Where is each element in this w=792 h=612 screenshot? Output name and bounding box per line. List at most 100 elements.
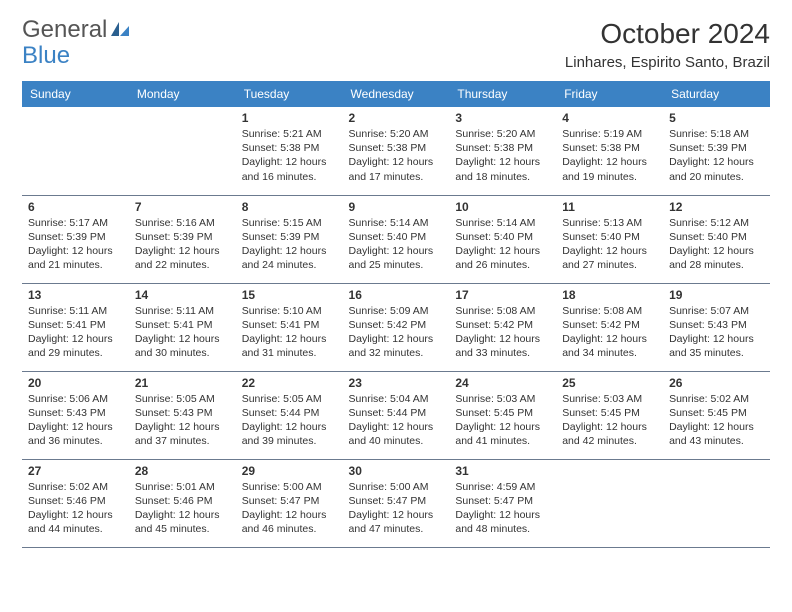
day-number: 19 (669, 288, 764, 302)
calendar-day-cell: 17 Sunrise: 5:08 AMSunset: 5:42 PMDayligh… (449, 283, 556, 371)
day-number: 20 (28, 376, 123, 390)
calendar-body: 1 Sunrise: 5:21 AMSunset: 5:38 PMDaylight… (22, 107, 770, 547)
day-number: 27 (28, 464, 123, 478)
day-number: 10 (455, 200, 550, 214)
calendar-day-cell: 14 Sunrise: 5:11 AMSunset: 5:41 PMDayligh… (129, 283, 236, 371)
day-number: 5 (669, 111, 764, 125)
day-number: 22 (242, 376, 337, 390)
day-number: 21 (135, 376, 230, 390)
calendar-day-cell: 12 Sunrise: 5:12 AMSunset: 5:40 PMDayligh… (663, 195, 770, 283)
calendar-day-cell: 31Sunrise: 4:59 AMSunset: 5:47 PMDayligh… (449, 459, 556, 547)
day-number: 4 (562, 111, 657, 125)
calendar-table: SundayMondayTuesdayWednesdayThursdayFrid… (22, 81, 770, 548)
calendar-empty-cell (129, 107, 236, 195)
calendar-week-row: 27 Sunrise: 5:02 AMSunset: 5:46 PMDayligh… (22, 459, 770, 547)
weekday-header-row: SundayMondayTuesdayWednesdayThursdayFrid… (22, 81, 770, 107)
calendar-week-row: 6 Sunrise: 5:17 AMSunset: 5:39 PMDaylight… (22, 195, 770, 283)
day-number: 8 (242, 200, 337, 214)
calendar-empty-cell (22, 107, 129, 195)
weekday-header: Wednesday (343, 81, 450, 107)
day-number: 6 (28, 200, 123, 214)
brand-part2: Blue (22, 42, 70, 69)
calendar-day-cell: 28 Sunrise: 5:01 AMSunset: 5:46 PMDayligh… (129, 459, 236, 547)
day-number: 14 (135, 288, 230, 302)
calendar-day-cell: 1 Sunrise: 5:21 AMSunset: 5:38 PMDaylight… (236, 107, 343, 195)
calendar-day-cell: 19Sunrise: 5:07 AMSunset: 5:43 PMDayligh… (663, 283, 770, 371)
day-number: 15 (242, 288, 337, 302)
day-number: 17 (455, 288, 550, 302)
day-number: 1 (242, 111, 337, 125)
day-number: 11 (562, 200, 657, 214)
day-info: Sunrise: 5:20 AMSunset: 5:38 PMDaylight:… (349, 127, 444, 184)
day-info: Sunrise: 5:01 AMSunset: 5:46 PMDaylight:… (135, 480, 230, 537)
day-info: Sunrise: 5:00 AMSunset: 5:47 PMDaylight:… (349, 480, 444, 537)
calendar-day-cell: 16 Sunrise: 5:09 AMSunset: 5:42 PMDayligh… (343, 283, 450, 371)
calendar-day-cell: 6 Sunrise: 5:17 AMSunset: 5:39 PMDaylight… (22, 195, 129, 283)
day-number: 2 (349, 111, 444, 125)
day-number: 24 (455, 376, 550, 390)
day-info: Sunrise: 5:05 AMSunset: 5:44 PMDaylight:… (242, 392, 337, 449)
calendar-week-row: 1 Sunrise: 5:21 AMSunset: 5:38 PMDaylight… (22, 107, 770, 195)
day-info: Sunrise: 5:05 AMSunset: 5:43 PMDaylight:… (135, 392, 230, 449)
calendar-day-cell: 27 Sunrise: 5:02 AMSunset: 5:46 PMDayligh… (22, 459, 129, 547)
calendar-day-cell: 26Sunrise: 5:02 AMSunset: 5:45 PMDayligh… (663, 371, 770, 459)
brand-sail-icon (109, 20, 131, 43)
day-info: Sunrise: 5:13 AMSunset: 5:40 PMDaylight:… (562, 216, 657, 273)
calendar-day-cell: 5 Sunrise: 5:18 AMSunset: 5:39 PMDaylight… (663, 107, 770, 195)
weekday-header: Monday (129, 81, 236, 107)
day-info: Sunrise: 5:10 AMSunset: 5:41 PMDaylight:… (242, 304, 337, 361)
calendar-day-cell: 24 Sunrise: 5:03 AMSunset: 5:45 PMDayligh… (449, 371, 556, 459)
calendar-day-cell: 25Sunrise: 5:03 AMSunset: 5:45 PMDayligh… (556, 371, 663, 459)
day-number: 18 (562, 288, 657, 302)
calendar-empty-cell (556, 459, 663, 547)
day-info: Sunrise: 5:12 AMSunset: 5:40 PMDaylight:… (669, 216, 764, 273)
day-info: Sunrise: 5:11 AMSunset: 5:41 PMDaylight:… (135, 304, 230, 361)
day-info: Sunrise: 5:15 AMSunset: 5:39 PMDaylight:… (242, 216, 337, 273)
calendar-day-cell: 11 Sunrise: 5:13 AMSunset: 5:40 PMDayligh… (556, 195, 663, 283)
day-number: 9 (349, 200, 444, 214)
calendar-day-cell: 2 Sunrise: 5:20 AMSunset: 5:38 PMDaylight… (343, 107, 450, 195)
day-info: Sunrise: 5:16 AMSunset: 5:39 PMDaylight:… (135, 216, 230, 273)
day-info: Sunrise: 5:03 AMSunset: 5:45 PMDaylight:… (562, 392, 657, 449)
day-info: Sunrise: 5:00 AMSunset: 5:47 PMDaylight:… (242, 480, 337, 537)
day-info: Sunrise: 5:08 AMSunset: 5:42 PMDaylight:… (455, 304, 550, 361)
calendar-day-cell: 23 Sunrise: 5:04 AMSunset: 5:44 PMDayligh… (343, 371, 450, 459)
day-info: Sunrise: 5:14 AMSunset: 5:40 PMDaylight:… (349, 216, 444, 273)
calendar-day-cell: 13Sunrise: 5:11 AMSunset: 5:41 PMDayligh… (22, 283, 129, 371)
day-number: 28 (135, 464, 230, 478)
calendar-day-cell: 22 Sunrise: 5:05 AMSunset: 5:44 PMDayligh… (236, 371, 343, 459)
calendar-week-row: 20 Sunrise: 5:06 AMSunset: 5:43 PMDayligh… (22, 371, 770, 459)
day-info: Sunrise: 5:20 AMSunset: 5:38 PMDaylight:… (455, 127, 550, 184)
title-block: October 2024 Linhares, Espirito Santo, B… (565, 18, 770, 71)
calendar-day-cell: 18Sunrise: 5:08 AMSunset: 5:42 PMDayligh… (556, 283, 663, 371)
day-number: 30 (349, 464, 444, 478)
day-info: Sunrise: 5:09 AMSunset: 5:42 PMDaylight:… (349, 304, 444, 361)
day-info: Sunrise: 5:17 AMSunset: 5:39 PMDaylight:… (28, 216, 123, 273)
day-info: Sunrise: 5:18 AMSunset: 5:39 PMDaylight:… (669, 127, 764, 184)
day-info: Sunrise: 5:04 AMSunset: 5:44 PMDaylight:… (349, 392, 444, 449)
day-info: Sunrise: 5:21 AMSunset: 5:38 PMDaylight:… (242, 127, 337, 184)
day-info: Sunrise: 5:14 AMSunset: 5:40 PMDaylight:… (455, 216, 550, 273)
calendar-day-cell: 4Sunrise: 5:19 AMSunset: 5:38 PMDaylight… (556, 107, 663, 195)
day-number: 7 (135, 200, 230, 214)
day-number: 16 (349, 288, 444, 302)
calendar-day-cell: 29 Sunrise: 5:00 AMSunset: 5:47 PMDayligh… (236, 459, 343, 547)
header: General October 2024 Linhares, Espirito … (22, 18, 770, 71)
weekday-header: Sunday (22, 81, 129, 107)
weekday-header: Saturday (663, 81, 770, 107)
day-number: 3 (455, 111, 550, 125)
calendar-week-row: 13Sunrise: 5:11 AMSunset: 5:41 PMDayligh… (22, 283, 770, 371)
month-title: October 2024 (565, 18, 770, 50)
day-info: Sunrise: 5:03 AMSunset: 5:45 PMDaylight:… (455, 392, 550, 449)
day-info: Sunrise: 5:02 AMSunset: 5:46 PMDaylight:… (28, 480, 123, 537)
day-info: Sunrise: 5:02 AMSunset: 5:45 PMDaylight:… (669, 392, 764, 449)
day-number: 29 (242, 464, 337, 478)
calendar-empty-cell (663, 459, 770, 547)
day-info: Sunrise: 5:11 AMSunset: 5:41 PMDaylight:… (28, 304, 123, 361)
day-number: 12 (669, 200, 764, 214)
day-info: Sunrise: 4:59 AMSunset: 5:47 PMDaylight:… (455, 480, 550, 537)
calendar-day-cell: 30 Sunrise: 5:00 AMSunset: 5:47 PMDayligh… (343, 459, 450, 547)
day-info: Sunrise: 5:06 AMSunset: 5:43 PMDaylight:… (28, 392, 123, 449)
day-number: 23 (349, 376, 444, 390)
weekday-header: Tuesday (236, 81, 343, 107)
